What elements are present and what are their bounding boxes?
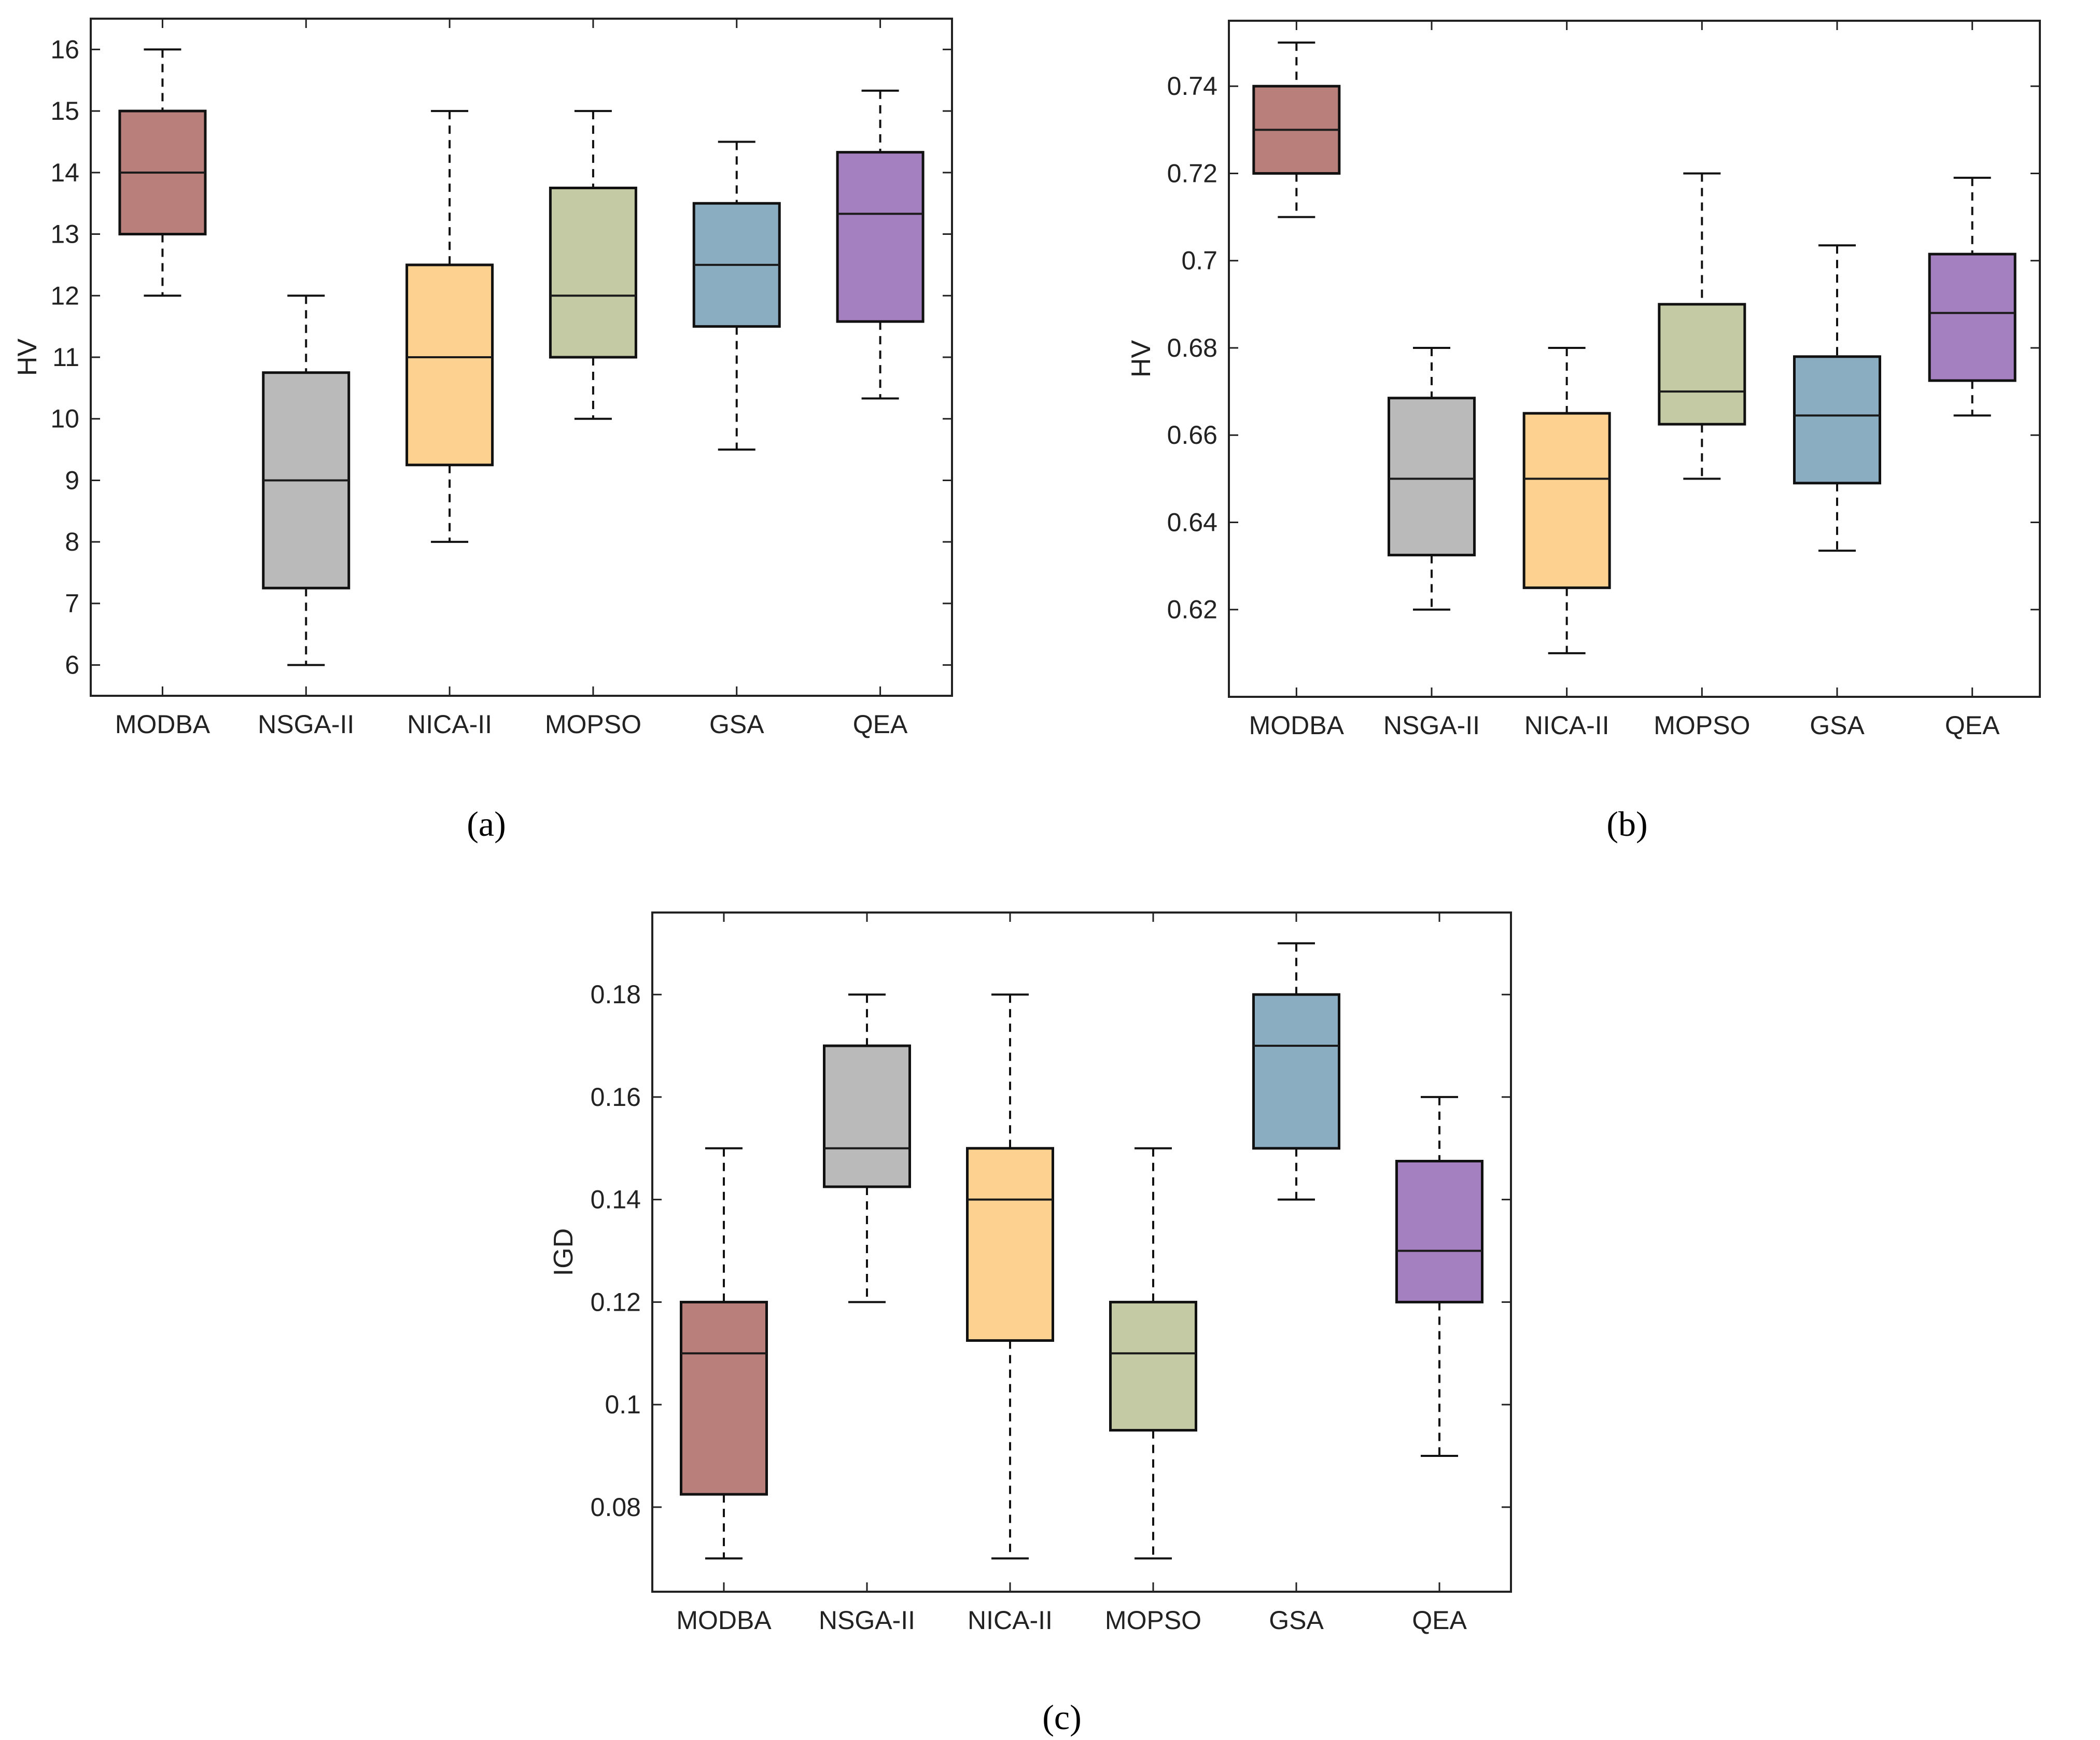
chart-panel-b: 0.62 0.64 0.66 0.68 0.7 0.72 0.74 HV MODBA NSGA-I… bbox=[1126, 20, 2041, 740]
box-body-qea bbox=[1395, 1160, 1483, 1303]
box-body-mopso bbox=[1658, 303, 1746, 426]
y-tick-label: 14 bbox=[50, 158, 79, 187]
box-body-qea bbox=[836, 151, 925, 323]
box-gsa bbox=[1793, 244, 1881, 552]
x-tick-label: QEA bbox=[853, 710, 908, 739]
box-gsa bbox=[692, 141, 781, 451]
box-body-mopso bbox=[1109, 1300, 1197, 1432]
y-tick-label: 0.7 bbox=[1181, 246, 1217, 275]
x-tick-label: MODBA bbox=[115, 710, 211, 739]
y-tick-label: 10 bbox=[50, 404, 79, 433]
x-tick-label: NSGA-II bbox=[1383, 711, 1480, 740]
box-nsga-ii bbox=[823, 993, 911, 1303]
y-tick-label: 8 bbox=[65, 527, 79, 556]
box-body-gsa bbox=[1793, 355, 1881, 485]
y-tick-label: 0.68 bbox=[1167, 333, 1217, 362]
y-tick-label: 0.72 bbox=[1167, 159, 1217, 188]
box-qea bbox=[1395, 1096, 1483, 1457]
box-nsga-ii bbox=[262, 294, 351, 666]
y-tick-label: 0.62 bbox=[1167, 595, 1217, 624]
y-tick-label: 0.1 bbox=[605, 1390, 641, 1419]
box-body-nsga-ii bbox=[1388, 397, 1476, 557]
box-body-nsga-ii bbox=[823, 1044, 911, 1188]
x-tick-label: MOPSO bbox=[545, 710, 641, 739]
panel-label-a: (a) bbox=[467, 804, 506, 844]
x-tick-label: NSGA-II bbox=[819, 1606, 915, 1635]
y-tick-label: 12 bbox=[50, 281, 79, 310]
box-qea bbox=[1928, 176, 2017, 417]
y-tick-label: 13 bbox=[50, 220, 79, 249]
box-body-mopso bbox=[549, 187, 637, 359]
plot-frame bbox=[1228, 20, 2041, 698]
x-tick-label: QEA bbox=[1945, 711, 2000, 740]
chart-panel-a: 6 7 8 9 10 11 12 13 14 15 16 HV MODBA NSGA-II NICA-II M… bbox=[12, 18, 953, 739]
y-tick-label: 6 bbox=[65, 651, 79, 680]
box-modba bbox=[1252, 41, 1341, 218]
y-axis-label: HV bbox=[12, 339, 43, 376]
box-qea bbox=[836, 89, 925, 400]
y-tick-label: 7 bbox=[65, 589, 79, 618]
plot-frame bbox=[90, 18, 953, 697]
x-tick-label: GSA bbox=[1269, 1606, 1324, 1635]
panel-label-c: (c) bbox=[1042, 1697, 1081, 1737]
panel-label-b: (b) bbox=[1606, 804, 1647, 844]
y-tick-label: 0.14 bbox=[591, 1185, 641, 1214]
x-tick-label: NICA-II bbox=[1524, 711, 1609, 740]
box-modba bbox=[118, 48, 207, 297]
y-tick-label: 0.12 bbox=[591, 1287, 641, 1316]
y-tick-label: 0.64 bbox=[1167, 508, 1217, 537]
box-nsga-ii bbox=[1388, 346, 1476, 611]
box-nica-ii bbox=[1522, 346, 1611, 654]
x-tick-label: MOPSO bbox=[1654, 711, 1750, 740]
box-nica-ii bbox=[405, 110, 494, 543]
y-tick-label: 0.08 bbox=[591, 1493, 641, 1522]
box-body-nica-ii bbox=[1522, 412, 1611, 590]
y-tick-label: 0.16 bbox=[591, 1083, 641, 1112]
y-tick-label: 11 bbox=[52, 343, 79, 372]
x-tick-label: MOPSO bbox=[1105, 1606, 1201, 1635]
x-tick-label: NSGA-II bbox=[258, 710, 354, 739]
y-tick-label: 0.74 bbox=[1167, 72, 1217, 101]
plot-frame bbox=[651, 911, 1512, 1593]
x-tick-label: MODBA bbox=[1249, 711, 1345, 740]
box-body-nica-ii bbox=[405, 263, 494, 467]
x-tick-label: GSA bbox=[709, 710, 764, 739]
x-tick-label: QEA bbox=[1412, 1606, 1467, 1635]
y-axis-label: HV bbox=[1126, 340, 1156, 378]
x-tick-label: NICA-II bbox=[968, 1606, 1053, 1635]
box-body-gsa bbox=[1252, 993, 1340, 1150]
x-tick-label: MODBA bbox=[676, 1606, 772, 1635]
box-modba bbox=[680, 1147, 768, 1560]
y-tick-label: 0.18 bbox=[591, 980, 641, 1009]
y-tick-label: 15 bbox=[50, 96, 79, 125]
box-body-nica-ii bbox=[966, 1147, 1054, 1342]
chart-panel-c: 0.08 0.1 0.12 0.14 0.16 0.18 IGD MODBA NSGA-II NI… bbox=[549, 911, 1512, 1635]
box-gsa bbox=[1252, 942, 1340, 1201]
box-body-qea bbox=[1928, 252, 2017, 382]
box-nica-ii bbox=[966, 993, 1054, 1560]
y-tick-label: 0.66 bbox=[1167, 420, 1217, 450]
box-mopso bbox=[1658, 172, 1746, 480]
y-tick-label: 9 bbox=[65, 466, 79, 495]
x-tick-label: NICA-II bbox=[407, 710, 492, 739]
box-mopso bbox=[549, 110, 637, 420]
y-axis-label: IGD bbox=[549, 1228, 579, 1276]
x-tick-label: GSA bbox=[1810, 711, 1865, 740]
y-tick-label: 16 bbox=[50, 35, 79, 64]
box-mopso bbox=[1109, 1147, 1197, 1560]
box-body-modba bbox=[680, 1300, 768, 1496]
